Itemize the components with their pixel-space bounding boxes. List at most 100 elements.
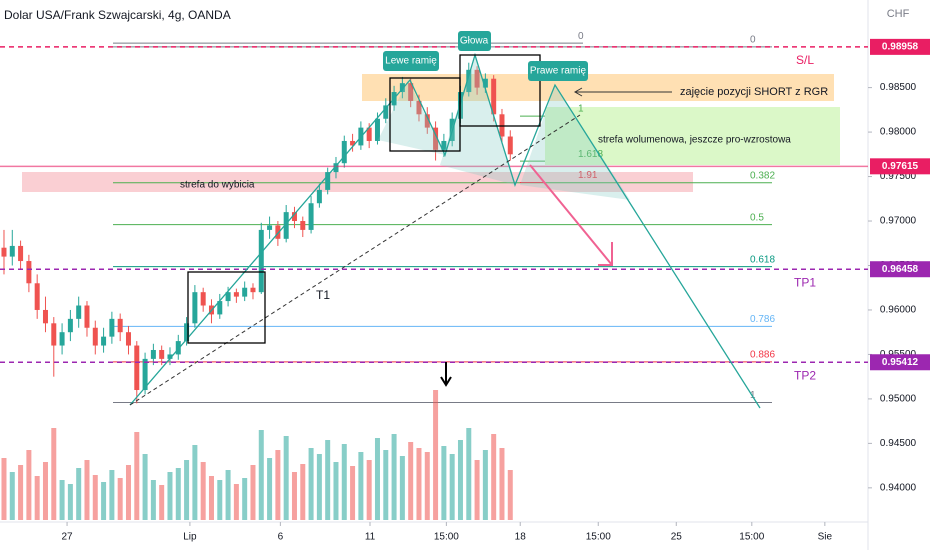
volume-bar [275, 450, 281, 520]
volume-bar [466, 428, 472, 520]
breakout-zone [22, 172, 693, 192]
trend-line [129, 114, 581, 406]
volume-bar [51, 428, 57, 520]
volume-bar [134, 432, 140, 520]
volume-zone [545, 107, 840, 165]
entry-note: zajęcie pozycji SHORT z RGR [680, 86, 828, 98]
volume-bar [92, 475, 98, 520]
label-box [528, 61, 588, 81]
price-line-name: S/L [796, 53, 814, 67]
volume-bar [208, 476, 214, 520]
y-tick-label: 0.95000 [880, 394, 917, 405]
candle-body [42, 309, 48, 324]
x-tick-label: 15:00 [434, 532, 459, 543]
volume-bar [242, 478, 248, 520]
head: Głowa [460, 36, 489, 47]
fib-label: 0.618 [750, 254, 775, 265]
y-tick-label: 0.96000 [880, 305, 917, 316]
volume-bar [1, 458, 7, 520]
candle-body [416, 100, 422, 115]
arrow-head [598, 242, 613, 266]
volume-bar [225, 470, 231, 520]
volume-bar [325, 440, 331, 520]
arrow-head [573, 87, 583, 97]
candle-body [383, 105, 389, 119]
volume-bar [433, 390, 439, 520]
candle-body [374, 118, 380, 141]
candle-body [34, 283, 40, 310]
volume-bar [499, 448, 505, 520]
candle-body [142, 358, 148, 391]
box [459, 54, 541, 127]
volume-bar [59, 480, 65, 520]
candle-body [159, 349, 165, 359]
volume-bar [42, 462, 48, 520]
shoulder-area [378, 80, 445, 155]
candle-body [491, 78, 497, 115]
candle-body [9, 245, 15, 257]
volume-bar [391, 434, 397, 520]
candle-body [217, 301, 223, 315]
candle-body [308, 203, 314, 230]
price-tag-label: 0.95412 [882, 357, 919, 368]
volume-bar [408, 442, 414, 520]
volume-bar [482, 450, 488, 520]
volume-bar [34, 476, 40, 520]
candle-body [433, 127, 439, 150]
right-shoulder: Prawe ramię [530, 66, 587, 77]
volume-bar [142, 454, 148, 520]
volume-bar [383, 450, 389, 520]
volume-bar [350, 466, 356, 520]
volume-bar [358, 452, 364, 520]
candle-body [325, 172, 331, 190]
chart-title: Dolar USA/Frank Szwajcarski, 4g, OANDA [4, 8, 231, 22]
price-tag-label: 0.97615 [882, 161, 919, 172]
candle-body [92, 327, 98, 346]
price-tag [870, 354, 930, 371]
price-tag [870, 158, 930, 175]
volume-bar [267, 458, 273, 520]
candle-body [233, 292, 239, 297]
volume-bar [233, 484, 239, 520]
candle-body [424, 114, 430, 128]
volume-bar [217, 480, 223, 520]
x-tick-label: Lip [183, 532, 197, 543]
price-tag-label: 0.96458 [882, 264, 919, 275]
candle-body [109, 318, 115, 337]
fib-label: 1.618 [578, 149, 603, 160]
price-tag-label: 0.98958 [882, 42, 919, 53]
volume-bar [84, 460, 90, 520]
breakout-note: strefa do wybicia [180, 180, 255, 191]
arrow [529, 164, 613, 266]
volume-bar [18, 465, 24, 520]
volume-bar [416, 448, 422, 520]
candle-body [466, 69, 472, 93]
x-tick-label: 18 [515, 532, 527, 543]
x-tick-label: 11 [365, 532, 376, 543]
target-note: T1 [316, 288, 330, 302]
candle-body [366, 127, 372, 141]
box [187, 271, 266, 344]
volume-bar [125, 465, 131, 520]
y-tick-label: 0.98500 [880, 82, 917, 93]
candle-body [408, 83, 414, 101]
x-tick-label: 15:00 [739, 532, 764, 543]
fib-label: 0 [750, 35, 756, 46]
volume-bar [341, 444, 347, 520]
volume-bar [67, 484, 73, 520]
currency: CHF [887, 8, 910, 20]
candle-body [101, 336, 107, 346]
candle-body [291, 212, 297, 222]
shoulder-area [520, 85, 630, 200]
volume-bar [200, 462, 206, 520]
y-tick-label: 0.97000 [880, 216, 917, 227]
candle-body [76, 305, 82, 319]
candle-body [134, 345, 140, 391]
fib-label: 1 [578, 104, 584, 115]
left-shoulder: Lewe ramię [385, 56, 437, 67]
candle-body [175, 341, 181, 355]
volume-bar [291, 472, 297, 520]
candle-body [167, 354, 173, 359]
volume-bar [109, 470, 115, 520]
x-tick-label: Sie [818, 532, 833, 543]
